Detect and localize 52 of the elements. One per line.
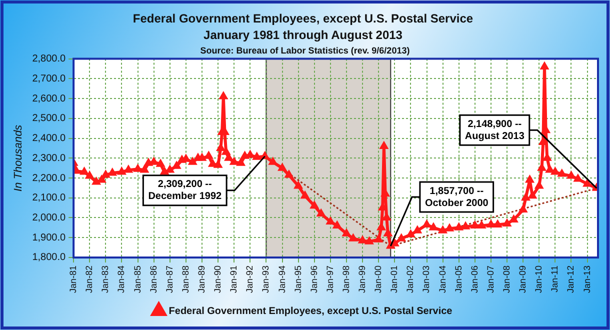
legend-label: Federal Government Employees, except U.S. Postal Service	[168, 306, 453, 317]
x-tick-label: Jan-08	[502, 265, 512, 294]
y-tick-label: 2,200.0	[32, 172, 66, 184]
y-tick-label: 1,800.0	[32, 252, 66, 264]
y-tick-label: 2,300.0	[32, 152, 66, 164]
annotation: 2,309,200 -- December 1992	[148, 179, 222, 202]
y-tick-label: 2,100.0	[32, 192, 66, 204]
x-tick-label: Jan-85	[132, 265, 142, 294]
x-tick-label: Jan-13	[582, 265, 592, 294]
x-tick-label: Jan-92	[244, 265, 255, 294]
source-note: Source: Bureau of Labor Statistics (rev. 9/6/2013)	[200, 45, 410, 56]
x-tick-label: Jan-87	[164, 265, 174, 294]
x-tick-label: Jan-96	[308, 265, 319, 294]
y-tick-label: 2,400.0	[32, 133, 66, 144]
x-tick-label: Jan-95	[292, 265, 303, 294]
x-tick-label: Jan-93	[260, 265, 271, 294]
x-tick-label: Jan-91	[228, 265, 239, 294]
annotation: 1,857,700 -- October 2000	[424, 186, 489, 209]
x-tick-label: Jan-94	[276, 265, 287, 294]
y-tick-label: 2,600.0	[32, 93, 66, 104]
x-tick-label: Jan-07	[485, 265, 496, 294]
x-tick-label: Jan-88	[180, 265, 190, 294]
x-tick-label: Jan-06	[469, 265, 480, 294]
y-tick-label: 1,900.0	[32, 232, 66, 244]
x-tick-label: Jan-83	[100, 265, 110, 294]
y-tick-label: 2,700.0	[32, 73, 66, 84]
x-tick-label: Jan-81	[68, 265, 78, 294]
x-tick-label: Jan-01	[389, 265, 400, 294]
x-tick-label: Jan-02	[405, 265, 416, 294]
x-tick-label: Jan-03	[421, 265, 432, 294]
chart-subtitle: January 1981 through August 2013	[204, 28, 403, 42]
x-tick-label: Jan-98	[340, 265, 351, 294]
y-tick-label: 2,000.0	[32, 212, 66, 224]
x-tick-label: Jan-09	[518, 265, 528, 294]
y-tick-label: 2,800.0	[32, 54, 66, 65]
x-tick-label: Jan-90	[212, 265, 223, 294]
x-tick-label: Jan-99	[357, 265, 368, 294]
x-tick-label: Jan-00	[373, 265, 384, 294]
chart-title: Federal Government Employees, except U.S. Postal Service	[132, 12, 474, 26]
x-tick-label: Jan-86	[148, 265, 158, 294]
x-tick-label: Jan-04	[437, 265, 448, 294]
x-tick-label: Jan-97	[324, 265, 335, 294]
x-tick-label: Jan-05	[453, 265, 464, 294]
annotation: 2,148,900 -- August 2013	[464, 118, 525, 142]
y-axis-title: In Thousands	[12, 124, 25, 192]
x-tick-label: Jan-89	[196, 265, 206, 294]
x-tick-label: Jan-82	[84, 265, 94, 294]
x-tick-label: Jan-10	[534, 265, 544, 294]
x-tick-label: Jan-84	[116, 265, 126, 294]
x-tick-label: Jan-12	[566, 265, 576, 294]
y-tick-label: 2,500.0	[32, 113, 66, 124]
x-tick-label: Jan-11	[550, 265, 560, 292]
